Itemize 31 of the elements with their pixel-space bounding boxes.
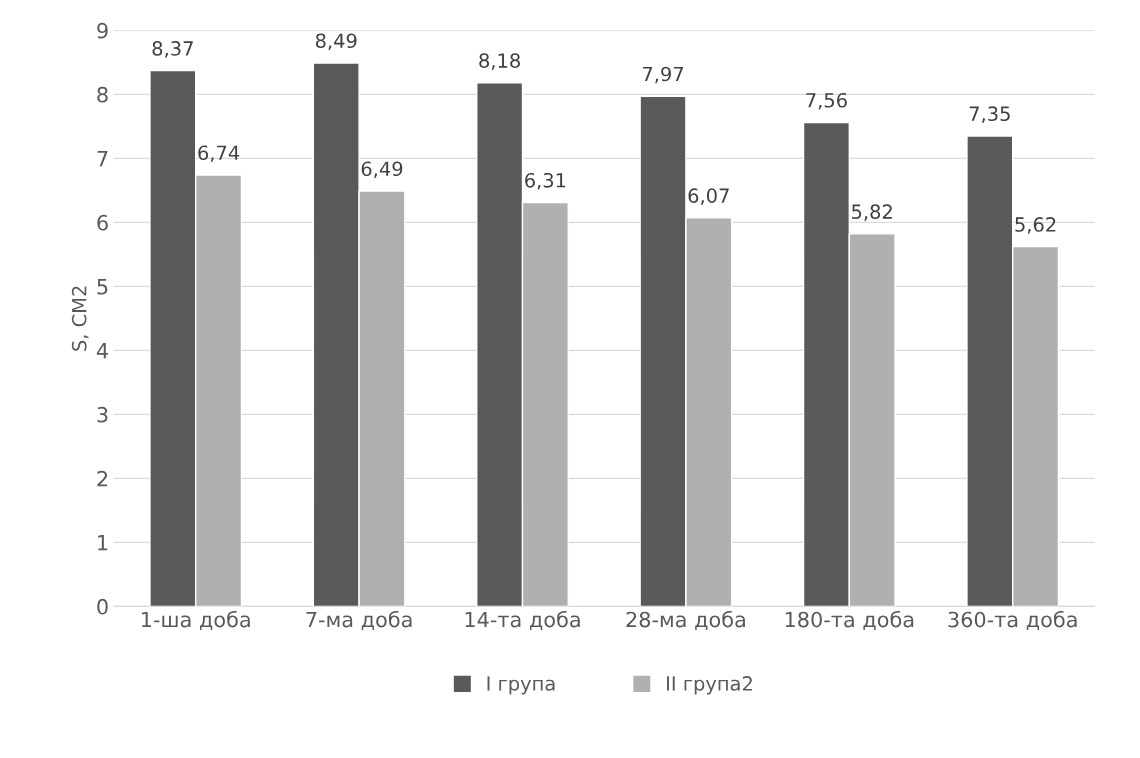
y-tick-label: 6 bbox=[97, 214, 108, 231]
data-label: 5,82 bbox=[852, 204, 892, 221]
y-tick-label: 7 bbox=[97, 151, 108, 167]
legend-label: I група bbox=[487, 676, 555, 695]
data-label: 8,18 bbox=[479, 53, 520, 70]
y-axis-title: S, СМ2 bbox=[71, 286, 89, 351]
data-label: 6,31 bbox=[525, 172, 566, 190]
data-label: 6,49 bbox=[361, 161, 403, 179]
data-label: 8,37 bbox=[152, 41, 193, 58]
y-tick-label: 4 bbox=[96, 343, 108, 359]
y-tick-label: 9 bbox=[97, 22, 108, 39]
x-tick-label: 28-ма доба bbox=[626, 610, 745, 630]
data-label: 6,74 bbox=[198, 145, 240, 163]
x-tick-label: 14-та доба bbox=[465, 610, 580, 630]
y-tick-label: 8 bbox=[97, 86, 108, 103]
data-label: 7,35 bbox=[969, 106, 1010, 124]
x-tick-label: 360-та доба bbox=[948, 610, 1077, 630]
x-tick-label: 180-та доба bbox=[785, 610, 914, 630]
data-label: 7,56 bbox=[806, 92, 847, 110]
legend-label: II група2 bbox=[667, 676, 752, 695]
x-tick-label: 1-ша доба bbox=[141, 610, 250, 630]
y-tick-label: 3 bbox=[97, 406, 108, 423]
y-tick-label: 5 bbox=[97, 279, 108, 295]
x-tick-label: 7-ма доба bbox=[306, 610, 412, 630]
data-label: 5,62 bbox=[1015, 217, 1056, 234]
y-tick-label: 0 bbox=[97, 598, 108, 615]
data-label: 6,07 bbox=[688, 188, 729, 205]
data-label: 8,49 bbox=[315, 33, 357, 51]
data-label: 7,97 bbox=[642, 66, 684, 84]
y-tick-label: 2 bbox=[97, 470, 108, 487]
y-tick-label: 1 bbox=[98, 535, 108, 551]
